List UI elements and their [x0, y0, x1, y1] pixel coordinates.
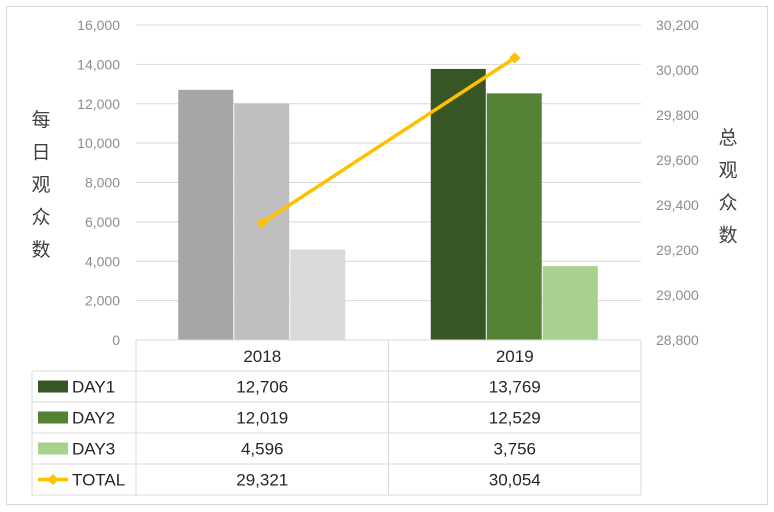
left-tick-label: 4,000: [85, 253, 120, 269]
axis-title-char: 众: [31, 207, 50, 229]
right-tick-label: 29,800: [656, 107, 699, 123]
left-tick-label: 14,000: [77, 56, 120, 72]
left-tick-label: 16,000: [77, 17, 120, 33]
right-tick-label: 29,000: [656, 287, 699, 303]
bar-series: [178, 68, 598, 341]
table-value: 12,706: [236, 378, 288, 397]
right-axis-ticks: 28,800 29,000 29,200 29,400 29,600 29,800 30,0…: [656, 17, 699, 348]
legend-label-day3: DAY3: [72, 440, 115, 459]
table-value: 4,596: [241, 440, 284, 459]
bar-day1-2018: [178, 89, 234, 341]
table-value: 3,756: [493, 440, 536, 459]
axis-title-char: 总: [718, 127, 737, 149]
right-tick-label: 29,400: [656, 197, 699, 213]
left-tick-label: 10,000: [77, 135, 120, 151]
left-tick-label: 0: [112, 332, 120, 348]
legend-key-day3: [38, 442, 68, 455]
right-tick-label: 29,600: [656, 152, 699, 168]
left-tick-label: 2,000: [85, 293, 120, 309]
bar-day1-2019: [430, 68, 486, 340]
left-tick-label: 8,000: [85, 175, 120, 191]
legend-label-day1: DAY1: [72, 378, 115, 397]
category-label-2018: 2018: [243, 347, 281, 366]
right-tick-label: 28,800: [656, 332, 699, 348]
bar-day2-2019: [486, 93, 542, 340]
legend-key-day2: [38, 411, 68, 424]
table-value: 30,054: [489, 471, 541, 490]
right-tick-label: 30,000: [656, 62, 699, 78]
table-value: 12,529: [489, 409, 541, 428]
axis-title-char: 观: [31, 174, 50, 196]
left-tick-label: 12,000: [77, 96, 120, 112]
table-value: 29,321: [236, 471, 288, 490]
legend-key-day1: [38, 380, 68, 393]
left-axis-ticks: 0 2,000 4,000 6,000 8,000 10,000 12,000 14,000 1…: [77, 17, 120, 348]
legend-label-total: TOTAL: [72, 471, 125, 490]
left-tick-label: 6,000: [85, 214, 120, 230]
right-tick-label: 30,200: [656, 17, 699, 33]
axis-title-char: 众: [718, 192, 737, 214]
total-line-series: [256, 52, 521, 229]
legend-key-total-marker: [47, 473, 59, 486]
total-point: [509, 52, 521, 64]
data-table: 2018 2019 DAY1 12,706 13,769 DAY2 12,019 12,529…: [31, 339, 642, 496]
right-tick-label: 29,200: [656, 242, 699, 258]
table-value: 13,769: [489, 378, 541, 397]
table-value: 12,019: [236, 409, 288, 428]
axis-title-char: 数: [31, 239, 50, 261]
axis-title-char: 观: [718, 160, 737, 182]
axis-title-char: 数: [718, 225, 737, 247]
axis-title-char: 日: [31, 142, 50, 164]
legend-label-day2: DAY2: [72, 409, 115, 428]
total-line: [261, 56, 516, 225]
bar-day3-2019: [542, 266, 598, 340]
category-label-2019: 2019: [496, 347, 534, 366]
total-point: [256, 217, 268, 229]
bar-day3-2018: [290, 249, 346, 340]
axis-title-char: 每: [31, 109, 50, 131]
